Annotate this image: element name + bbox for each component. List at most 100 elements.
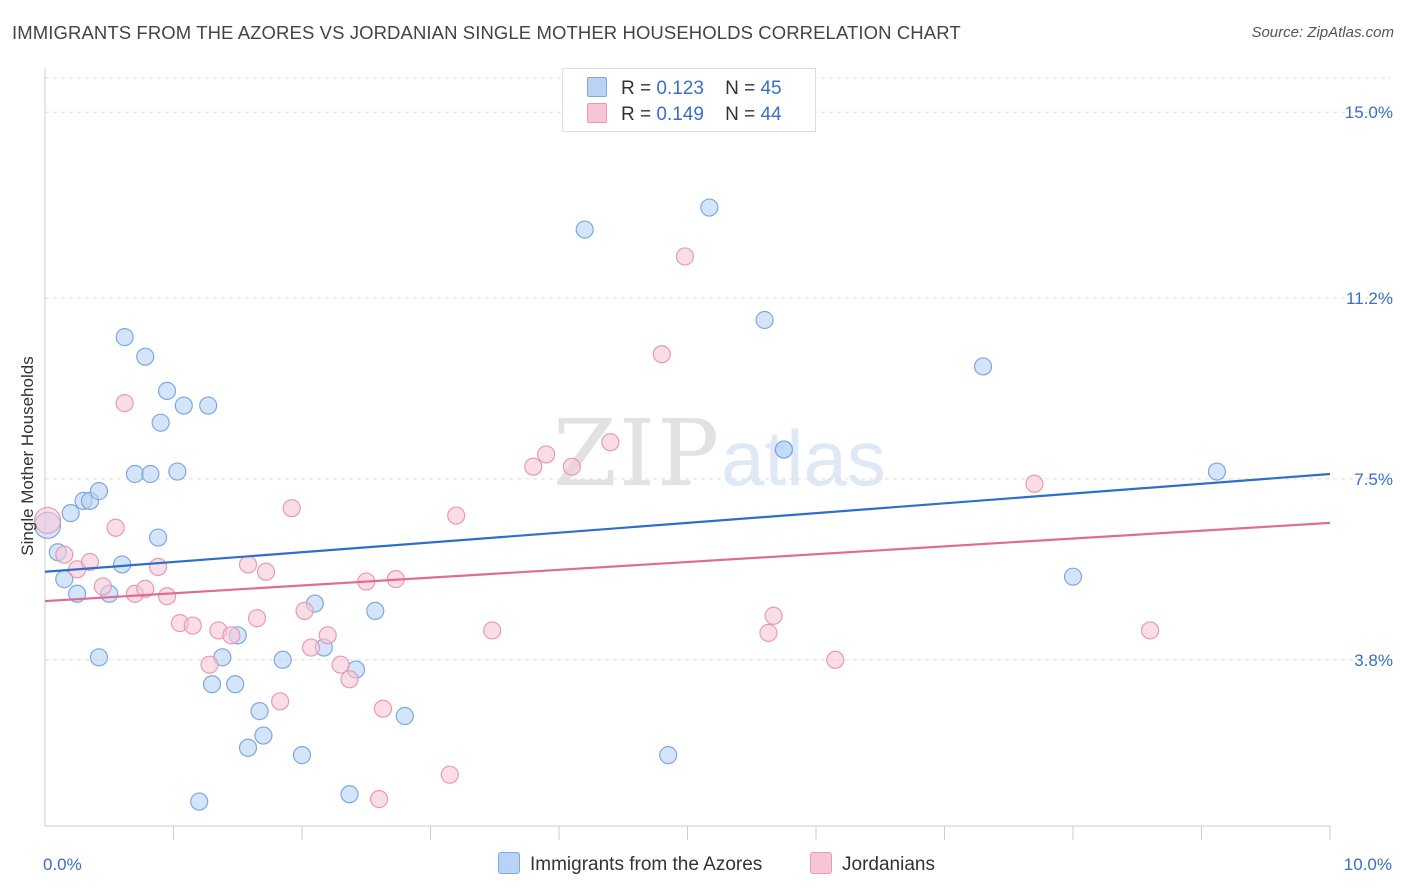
data-point-jordanians <box>271 692 290 711</box>
data-point-azores <box>190 792 209 811</box>
data-point-azores <box>395 706 414 726</box>
data-point-azores <box>659 746 678 765</box>
y-tick-label: 7.5% <box>1354 470 1393 489</box>
data-point-jordanians <box>80 552 100 572</box>
data-point-azores <box>199 396 218 415</box>
data-point-azores <box>115 328 134 347</box>
data-point-jordanians <box>331 655 350 674</box>
data-point-azores <box>89 482 109 501</box>
legend-r-value: 0.149 <box>656 104 704 125</box>
series-legend-swatch-azores <box>498 852 520 874</box>
data-point-jordanians <box>136 579 155 598</box>
data-point-jordanians <box>373 699 393 718</box>
data-point-azores <box>136 347 155 366</box>
data-point-jordanians <box>440 765 459 784</box>
data-point-azores <box>774 440 793 459</box>
x-tick-label: 10.0% <box>1344 855 1392 874</box>
data-point-jordanians <box>106 518 125 537</box>
watermark-atlas: atlas <box>721 414 886 502</box>
data-point-jordanians <box>537 445 556 464</box>
data-point-jordanians <box>295 601 314 620</box>
legend-r-label: R = <box>621 104 652 125</box>
data-point-azores <box>755 310 774 330</box>
legend-n-label: N = <box>725 78 756 99</box>
data-point-jordanians <box>1025 474 1044 493</box>
data-point-jordanians <box>447 506 466 525</box>
data-point-jordanians <box>562 457 581 476</box>
data-point-azores <box>89 648 109 667</box>
data-point-azores <box>157 381 177 400</box>
data-point-jordanians <box>93 577 112 596</box>
data-point-jordanians <box>55 545 74 564</box>
y-tick-label: 3.8% <box>1354 651 1393 670</box>
legend-r-label: R = <box>621 78 652 99</box>
legend-n-label: N = <box>725 104 756 125</box>
source-note: Source: ZipAtlas.com <box>1251 24 1394 41</box>
data-point-azores <box>148 528 168 547</box>
data-point-jordanians <box>759 623 778 642</box>
trend-line-azores <box>44 472 1331 573</box>
data-point-azores <box>141 464 160 484</box>
watermark: ZIPatlas <box>553 400 886 507</box>
data-point-azores <box>366 601 385 620</box>
data-point-jordanians <box>183 616 202 635</box>
data-point-azores <box>61 504 80 523</box>
data-point-jordanians <box>282 499 301 518</box>
data-point-jordanians <box>222 626 241 645</box>
series-legend: Immigrants from the Azores Jordanians <box>0 852 1406 876</box>
data-point-azores <box>168 462 187 481</box>
x-tick-label: 0.0% <box>43 855 82 874</box>
data-point-jordanians <box>675 247 695 266</box>
data-point-azores <box>700 198 719 217</box>
data-point-azores <box>575 220 594 239</box>
data-point-azores <box>125 464 145 484</box>
data-point-jordanians <box>157 587 177 606</box>
correlation-legend: R = 0.123 N = 45 R = 0.149 N = 44 <box>562 68 816 132</box>
series-legend-label: Immigrants from the Azores <box>530 854 763 875</box>
watermark-zip: ZIP <box>553 400 722 507</box>
trend-line-jordanians <box>44 521 1331 603</box>
data-point-azores <box>226 675 245 694</box>
data-point-jordanians <box>148 557 168 576</box>
legend-swatch-azores <box>587 77 607 97</box>
legend-n-value: 44 <box>760 104 782 125</box>
data-point-azores <box>973 357 993 376</box>
data-point-jordanians <box>652 345 671 364</box>
data-point-jordanians <box>524 457 543 476</box>
data-point-jordanians <box>826 650 845 669</box>
data-point-jordanians <box>33 506 62 535</box>
data-point-jordanians <box>200 655 219 674</box>
data-point-azores <box>202 675 222 694</box>
chart-title: IMMIGRANTS FROM THE AZORES VS JORDANIAN … <box>12 22 961 43</box>
data-point-jordanians <box>115 394 134 413</box>
data-point-jordanians <box>764 606 783 625</box>
data-point-azores <box>174 396 193 415</box>
series-legend-item-jordanians: Jordanians <box>810 852 935 876</box>
data-point-azores <box>151 413 170 432</box>
legend-n-value: 45 <box>760 78 782 99</box>
data-point-jordanians <box>340 670 359 689</box>
data-point-azores <box>292 746 312 765</box>
data-point-jordanians <box>247 609 267 628</box>
series-legend-label: Jordanians <box>842 854 935 875</box>
data-point-azores <box>1063 567 1083 586</box>
y-axis-label: Single Mother Households <box>18 356 37 556</box>
data-point-jordanians <box>1140 621 1160 640</box>
legend-r-value: 0.123 <box>656 78 704 99</box>
series-legend-swatch-jordanians <box>810 852 832 874</box>
data-point-azores <box>340 785 359 804</box>
series-legend-item-azores: Immigrants from the Azores <box>498 852 762 876</box>
data-point-jordanians <box>256 562 276 581</box>
data-point-azores <box>250 702 269 721</box>
legend-row-jordanians: R = 0.149 N = 44 <box>587 103 782 127</box>
data-point-azores <box>238 738 258 757</box>
legend-row-azores: R = 0.123 N = 45 <box>587 77 782 101</box>
data-point-jordanians <box>238 555 258 574</box>
legend-swatch-jordanians <box>587 103 607 123</box>
data-point-jordanians <box>601 433 620 452</box>
y-tick-label: 15.0% <box>1345 103 1393 122</box>
data-point-azores <box>1207 462 1227 481</box>
data-point-azores <box>273 650 292 669</box>
data-point-jordanians <box>318 626 337 645</box>
